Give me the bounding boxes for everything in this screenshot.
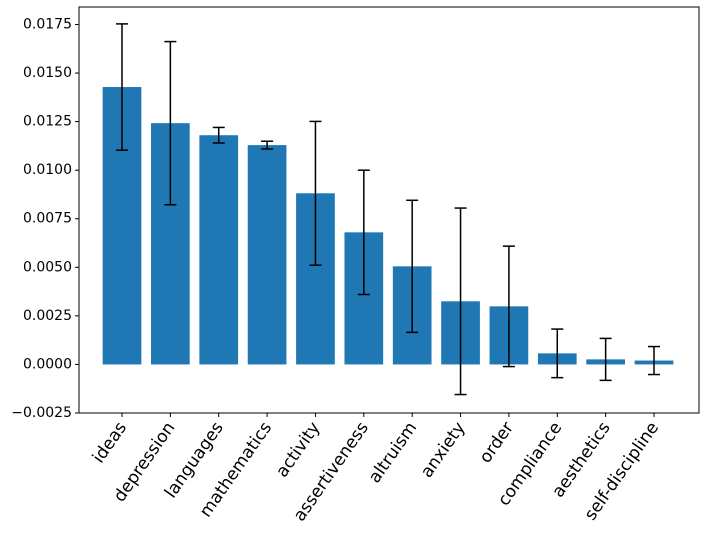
error-bar (261, 140, 274, 150)
bar (199, 135, 239, 365)
bar (247, 145, 287, 365)
error-bar (357, 169, 370, 296)
x-tick-label: altruism (365, 418, 421, 487)
y-tick-label: 0.0000 (23, 356, 72, 372)
error-bar (454, 207, 467, 396)
error-bar (502, 245, 515, 368)
y-tick-label: 0.0150 (23, 65, 72, 81)
x-tick-label: order (476, 418, 518, 467)
error-bar (164, 40, 177, 206)
error-bar (309, 120, 322, 266)
y-tick-label: 0.0025 (23, 308, 72, 324)
y-tick-label: 0.0125 (23, 114, 72, 130)
y-tick-label: 0.0100 (23, 162, 72, 178)
y-tick-label: 0.0050 (23, 259, 72, 275)
y-tick-label: 0.0075 (23, 211, 72, 227)
error-bar (406, 199, 419, 334)
y-tick-label: −0.0025 (11, 405, 72, 421)
y-tick-label: 0.0175 (23, 16, 72, 32)
plot-frame (78, 6, 700, 414)
error-bar (648, 345, 660, 376)
error-bar (212, 126, 225, 144)
error-bar (599, 337, 612, 382)
x-tick-label: activity (272, 418, 324, 481)
error-bar (551, 328, 564, 379)
x-tick-label: ideas (89, 418, 131, 467)
x-tick-label: anxiety (417, 418, 470, 481)
error-bar (116, 23, 128, 151)
